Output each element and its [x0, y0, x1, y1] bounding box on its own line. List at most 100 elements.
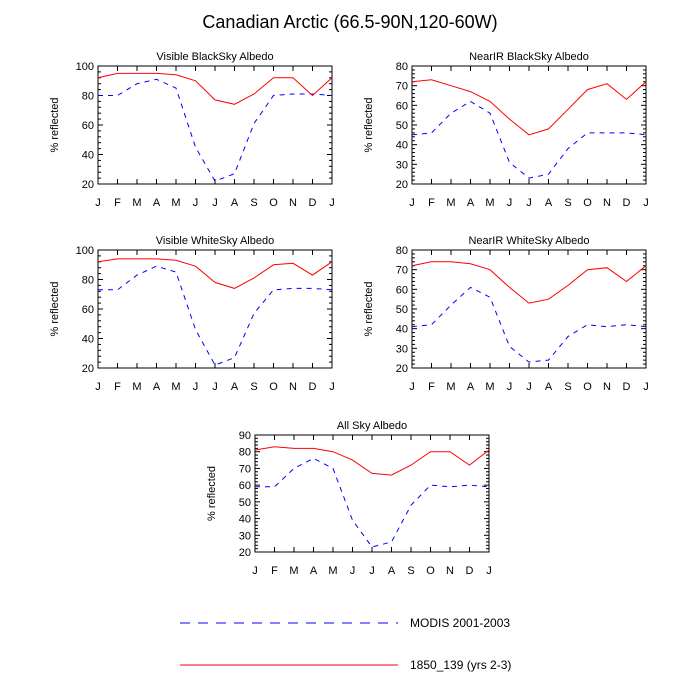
y-tick-label: 80	[239, 447, 251, 459]
y-tick-label: 80	[82, 275, 94, 287]
y-axis-label: % reflected	[363, 97, 375, 152]
series-line-model	[411, 79, 647, 136]
x-tick-label: F	[428, 197, 435, 209]
x-tick-label: A	[153, 381, 161, 393]
x-tick-label: M	[485, 381, 494, 393]
panel-title: Visible BlackSky Albedo	[156, 51, 273, 63]
x-tick-label: M	[171, 381, 180, 393]
series-line-modis	[98, 265, 333, 366]
y-tick-label: 50	[396, 120, 408, 132]
y-tick-label: 20	[82, 179, 94, 191]
x-tick-label: J	[193, 381, 199, 393]
x-tick-label: J	[409, 381, 415, 393]
x-tick-label: J	[526, 381, 532, 393]
series-line-model	[97, 258, 333, 289]
y-tick-label: 40	[396, 324, 408, 336]
y-tick-label: 40	[396, 140, 408, 152]
y-tick-label: 40	[239, 514, 251, 526]
x-tick-label: M	[289, 565, 298, 577]
x-tick-label: N	[603, 381, 611, 393]
y-tick-label: 20	[396, 179, 408, 191]
y-axis-label: % reflected	[49, 281, 61, 336]
y-tick-label: 40	[82, 150, 94, 162]
y-tick-label: 60	[396, 284, 408, 296]
x-tick-label: M	[446, 197, 455, 209]
legend: MODIS 2001-2003 1850_139 (yrs 2-3)	[180, 616, 511, 672]
x-tick-label: F	[114, 197, 121, 209]
y-tick-label: 70	[396, 81, 408, 93]
x-tick-label: J	[486, 565, 492, 577]
series-line-modis	[255, 457, 490, 548]
y-tick-label: 100	[76, 245, 94, 257]
y-axis-label: % reflected	[206, 466, 218, 521]
y-tick-label: 40	[82, 334, 94, 346]
y-tick-label: 80	[396, 61, 408, 73]
series-line-model	[97, 72, 333, 105]
x-tick-label: A	[231, 197, 239, 209]
y-tick-label: 100	[76, 61, 94, 73]
x-tick-label: J	[95, 381, 101, 393]
panel-title: NearIR BlackSky Albedo	[469, 51, 589, 63]
y-tick-label: 30	[239, 530, 251, 542]
legend-label-1: MODIS 2001-2003	[410, 616, 510, 630]
panel-title: NearIR WhiteSky Albedo	[468, 235, 589, 247]
x-tick-label: A	[545, 381, 553, 393]
x-tick-label: S	[564, 197, 571, 209]
y-tick-label: 80	[396, 245, 408, 257]
y-tick-label: 70	[239, 463, 251, 475]
x-tick-label: J	[643, 381, 649, 393]
y-tick-label: 60	[82, 304, 94, 316]
x-tick-label: S	[564, 381, 571, 393]
x-tick-label: J	[329, 381, 335, 393]
x-tick-label: J	[507, 381, 513, 393]
x-tick-label: J	[369, 565, 375, 577]
x-tick-label: J	[643, 197, 649, 209]
x-tick-label: S	[250, 381, 257, 393]
panel-title: All Sky Albedo	[337, 420, 407, 432]
x-tick-label: O	[269, 381, 278, 393]
legend-label-2: 1850_139 (yrs 2-3)	[410, 658, 511, 672]
x-tick-label: M	[485, 197, 494, 209]
series-line-model	[254, 446, 490, 476]
series-line-modis	[411, 286, 647, 363]
x-tick-label: M	[132, 197, 141, 209]
x-tick-label: N	[289, 197, 297, 209]
x-tick-label: F	[428, 381, 435, 393]
y-tick-label: 30	[396, 159, 408, 171]
x-tick-label: A	[310, 565, 318, 577]
y-tick-label: 30	[396, 343, 408, 355]
plot-frame	[411, 65, 647, 185]
x-tick-label: N	[289, 381, 297, 393]
x-tick-label: D	[309, 197, 317, 209]
x-tick-label: J	[252, 565, 258, 577]
x-tick-label: J	[212, 381, 218, 393]
series-line-modis	[411, 100, 647, 179]
y-tick-label: 20	[82, 363, 94, 375]
y-tick-label: 60	[239, 480, 251, 492]
x-tick-label: N	[446, 565, 454, 577]
series-line-model	[411, 261, 647, 304]
x-tick-label: D	[623, 197, 631, 209]
y-tick-label: 60	[82, 120, 94, 132]
y-tick-label: 60	[396, 100, 408, 112]
y-tick-label: 70	[396, 265, 408, 277]
plot-frame	[97, 65, 333, 185]
x-tick-label: S	[407, 565, 414, 577]
x-tick-label: N	[603, 197, 611, 209]
x-tick-label: A	[388, 565, 396, 577]
x-tick-label: J	[95, 197, 101, 209]
series-line-modis	[98, 78, 333, 182]
x-tick-label: J	[507, 197, 513, 209]
x-tick-label: O	[583, 381, 592, 393]
x-tick-label: M	[328, 565, 337, 577]
x-tick-label: D	[623, 381, 631, 393]
x-tick-label: D	[466, 565, 474, 577]
x-tick-label: J	[409, 197, 415, 209]
x-tick-label: M	[132, 381, 141, 393]
y-tick-label: 20	[396, 363, 408, 375]
x-tick-label: A	[545, 197, 553, 209]
x-tick-label: A	[467, 197, 475, 209]
